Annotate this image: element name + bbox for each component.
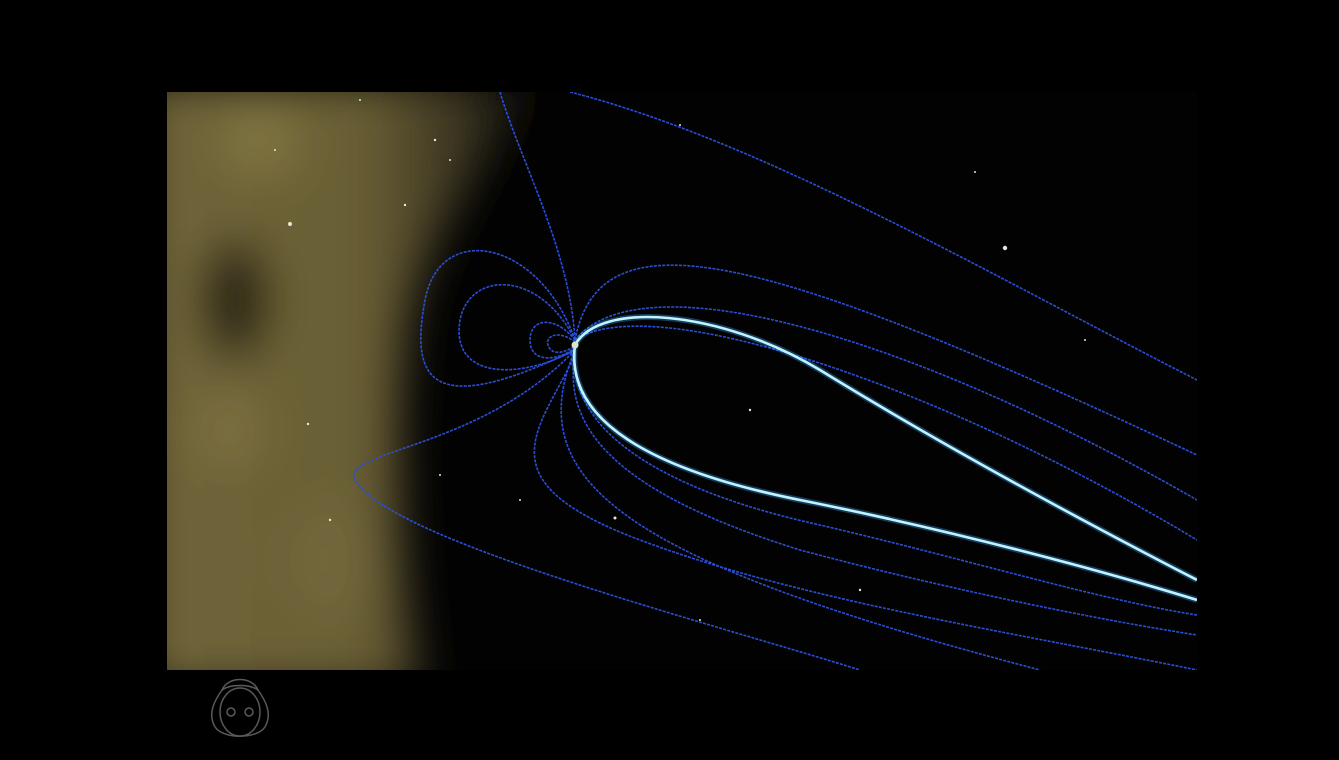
earth bbox=[571, 341, 579, 349]
video-frame bbox=[167, 92, 1197, 670]
sun-surface bbox=[167, 92, 533, 670]
main-field-line bbox=[571, 314, 1197, 603]
field-lines bbox=[353, 92, 1197, 670]
stars bbox=[274, 99, 1086, 621]
avatar-icon bbox=[210, 678, 270, 737]
